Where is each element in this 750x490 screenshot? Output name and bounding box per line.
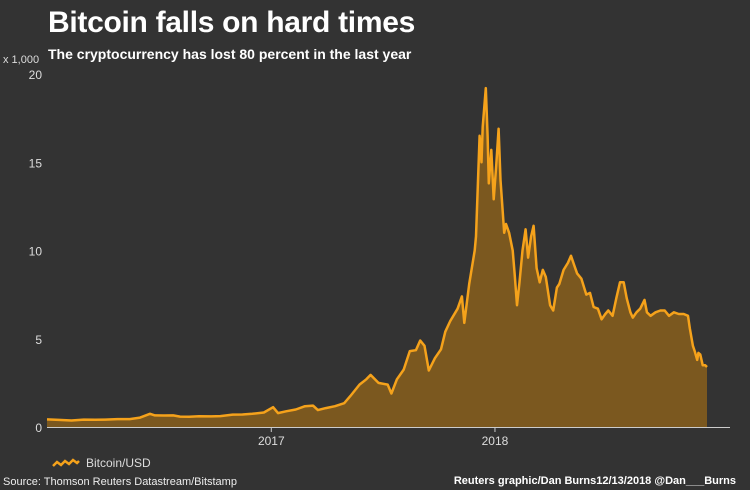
source-note: Source: Thomson Reuters Datastream/Bitst… [3,476,237,488]
chart-subtitle: The cryptocurrency has lost 80 percent i… [48,46,412,62]
series-area-bitcoin-usd [47,88,707,427]
y-axis-unit-label: x 1,000 [3,54,40,66]
chart-title: Bitcoin falls on hard times [48,6,415,39]
graphic-credit: Reuters graphic/Dan Burns12/13/2018 @Dan… [453,475,736,487]
x-tick-label-2017: 2017 [258,434,285,448]
x-tick-label-2018: 2018 [482,434,509,448]
series-line-bitcoin-usd [46,86,708,422]
y-tick-label-15: 15 [29,156,43,170]
legend: Bitcoin/USD [52,456,151,470]
legend-swatch-bitcoin-usd [52,458,80,467]
y-tick-label-5: 5 [35,333,42,347]
y-tick-label-20: 20 [29,68,43,82]
legend-label-bitcoin-usd: Bitcoin/USD [86,456,151,470]
y-tick-label-10: 10 [29,245,43,259]
y-tick-label-0: 0 [35,421,42,435]
